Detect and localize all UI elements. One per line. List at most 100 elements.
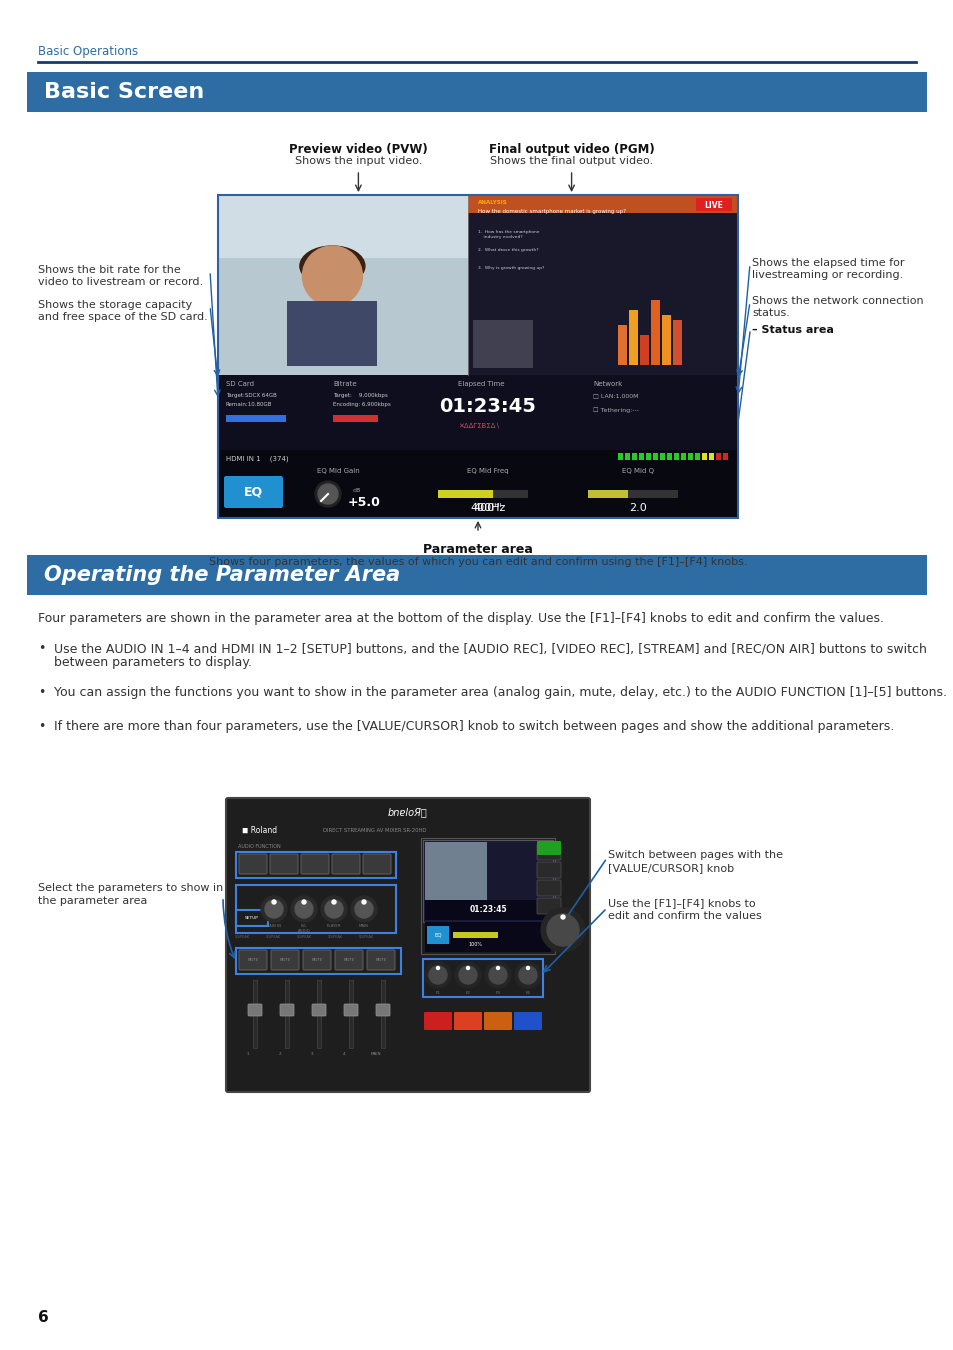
Bar (226, 414, 286, 423)
FancyBboxPatch shape (537, 841, 560, 855)
Text: Network: Network (593, 381, 621, 387)
Text: 3: 3 (311, 1052, 313, 1056)
Text: dB: dB (353, 487, 361, 493)
Bar (722, 454, 727, 460)
FancyBboxPatch shape (454, 1012, 481, 1030)
Circle shape (458, 967, 476, 984)
FancyBboxPatch shape (239, 950, 267, 971)
Text: ☐ Tethering:---: ☐ Tethering:--- (593, 406, 639, 413)
Bar (716, 454, 720, 460)
Bar (316, 980, 320, 1048)
Bar (639, 454, 643, 460)
Bar (285, 980, 289, 1048)
FancyBboxPatch shape (226, 798, 589, 1092)
Circle shape (291, 896, 316, 922)
Text: Shows four parameters, the values of which you can edit and confirm using the [F: Shows four parameters, the values of whi… (209, 558, 746, 567)
Text: edit and confirm the values: edit and confirm the values (607, 911, 760, 921)
Text: AUDIO FUNCTION: AUDIO FUNCTION (237, 844, 280, 849)
Bar (218, 194, 467, 375)
Bar (472, 320, 532, 369)
Text: Shows the storage capacity: Shows the storage capacity (38, 300, 193, 310)
Text: MUTE: MUTE (311, 958, 322, 963)
Text: Operating the Parameter Area: Operating the Parameter Area (44, 566, 400, 585)
FancyBboxPatch shape (271, 950, 298, 971)
Text: Use the AUDIO IN 1–4 and HDMI IN 1–2 [SETUP] buttons, and the [AUDIO REC], [VIDE: Use the AUDIO IN 1–4 and HDMI IN 1–2 [SE… (54, 643, 926, 655)
Bar (488, 842, 551, 919)
Text: Bitrate: Bitrate (333, 381, 356, 387)
Bar (235, 886, 395, 933)
Text: MUTE: MUTE (279, 958, 291, 963)
Text: 3.  Why is growth growing up?: 3. Why is growth growing up? (477, 266, 544, 270)
Text: MUTE: MUTE (343, 958, 355, 963)
FancyBboxPatch shape (303, 950, 331, 971)
Text: – Status area: – Status area (751, 325, 833, 335)
Text: ✕Δ∆ΓΣΒΣΔ∖: ✕Δ∆ΓΣΒΣΔ∖ (457, 423, 499, 429)
Bar (218, 375, 738, 450)
Text: MAIN: MAIN (371, 1052, 381, 1056)
Bar (695, 454, 700, 460)
FancyBboxPatch shape (537, 863, 560, 878)
Bar (687, 454, 692, 460)
FancyBboxPatch shape (375, 1004, 390, 1017)
Bar (708, 454, 713, 460)
Bar (424, 922, 551, 952)
Circle shape (272, 900, 275, 904)
Circle shape (455, 963, 480, 988)
FancyBboxPatch shape (363, 855, 391, 873)
Text: You can assign the functions you want to show in the parameter area (analog gain: You can assign the functions you want to… (54, 686, 946, 699)
Bar (651, 300, 659, 364)
Circle shape (546, 914, 578, 946)
Bar (422, 840, 553, 922)
Text: DIRECT STREAMING AV MIXER SR-20HD: DIRECT STREAMING AV MIXER SR-20HD (323, 828, 426, 833)
Text: 4: 4 (342, 1052, 345, 1056)
Bar (27, 555, 926, 595)
Bar (618, 454, 622, 460)
Text: ANALYSIS: ANALYSIS (477, 200, 507, 205)
Text: Preview video (PVW): Preview video (PVW) (289, 143, 427, 157)
FancyBboxPatch shape (312, 1004, 326, 1017)
Circle shape (325, 900, 343, 918)
Bar (680, 454, 685, 460)
Text: MAIN: MAIN (358, 923, 369, 927)
Bar (661, 315, 671, 364)
Text: •: • (38, 643, 46, 655)
Text: EQ Mid Gain: EQ Mid Gain (316, 468, 359, 474)
Text: Target:    9,000kbps: Target: 9,000kbps (333, 393, 387, 398)
Bar (645, 454, 650, 460)
Bar (666, 454, 671, 460)
Circle shape (317, 485, 337, 504)
Text: □ LAN:1,000M: □ LAN:1,000M (593, 393, 638, 398)
Text: 400ᴴᴵ: 400ᴴᴵ (474, 504, 501, 513)
FancyBboxPatch shape (301, 855, 329, 873)
Bar (587, 490, 627, 498)
Text: 01:23:45: 01:23:45 (439, 397, 536, 416)
Text: Remain:10.80GB: Remain:10.80GB (226, 402, 273, 406)
Bar (629, 310, 638, 364)
Text: Shows the input video.: Shows the input video. (294, 157, 421, 166)
Text: SG/PEAK: SG/PEAK (296, 936, 312, 940)
Text: 1: 1 (247, 1052, 249, 1056)
Bar (624, 454, 629, 460)
Bar (631, 454, 637, 460)
Text: •: • (38, 720, 46, 733)
FancyBboxPatch shape (224, 477, 283, 508)
Text: between parameters to display.: between parameters to display. (54, 656, 252, 670)
Text: EQ Mid Freq: EQ Mid Freq (467, 468, 508, 474)
Text: SG/PEAK: SG/PEAK (234, 936, 250, 940)
Bar (218, 194, 467, 258)
Text: status.: status. (751, 308, 789, 319)
Text: Final output video (PGM): Final output video (PGM) (488, 143, 654, 157)
Text: and free space of the SD card.: and free space of the SD card. (38, 312, 208, 323)
Circle shape (320, 896, 347, 922)
Text: livestreaming or recording.: livestreaming or recording. (751, 270, 902, 279)
Circle shape (265, 900, 283, 918)
Bar (218, 194, 738, 518)
Ellipse shape (299, 246, 364, 286)
Bar (27, 72, 926, 112)
Bar (235, 852, 395, 878)
FancyBboxPatch shape (514, 1012, 541, 1030)
Circle shape (526, 967, 529, 969)
Text: 400Hz: 400Hz (470, 504, 505, 513)
FancyBboxPatch shape (344, 1004, 357, 1017)
FancyBboxPatch shape (332, 855, 359, 873)
